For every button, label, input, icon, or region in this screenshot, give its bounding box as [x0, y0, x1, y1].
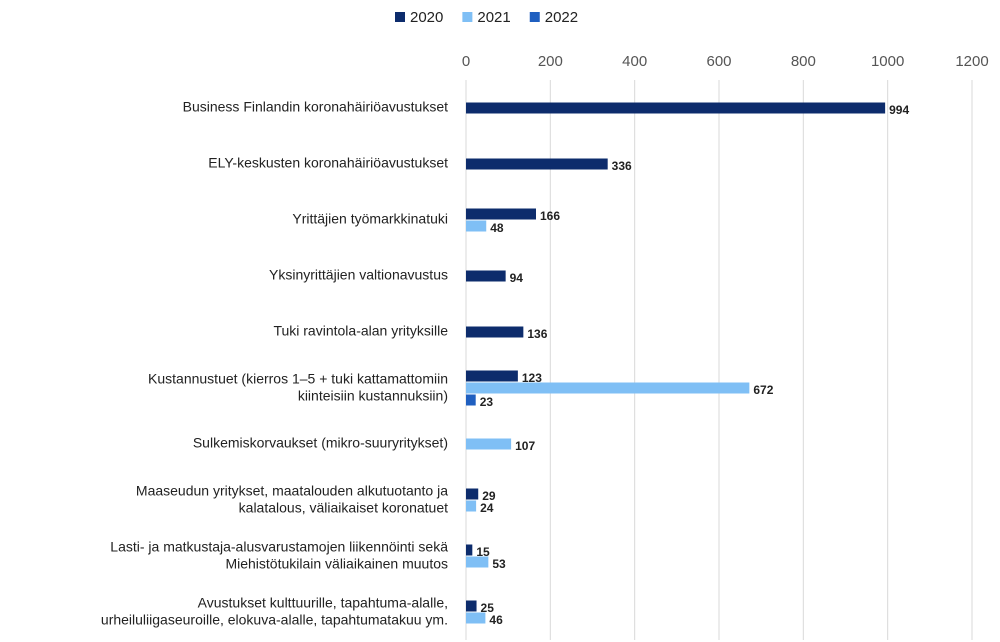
- legend-label: 2020: [410, 9, 443, 26]
- y-tick-label: Lasti- ja matkustaja-alusvarustamojen li…: [110, 538, 448, 571]
- legend-label: 2021: [477, 9, 510, 26]
- bar: [466, 326, 524, 338]
- value-label: 166: [540, 209, 560, 223]
- x-tick-label: 400: [622, 53, 647, 70]
- bar: [466, 208, 536, 220]
- bar: [466, 382, 750, 394]
- legend-label: 2022: [545, 9, 578, 26]
- value-label: 336: [612, 159, 632, 173]
- bar: [466, 270, 506, 282]
- bar: [466, 544, 473, 556]
- bar: [466, 158, 608, 170]
- bar: [466, 370, 518, 382]
- x-tick-label: 800: [791, 53, 816, 70]
- value-label: 994: [889, 103, 909, 117]
- legend-swatch: [395, 12, 405, 22]
- y-tick-label: ELY-keskusten koronahäiriöavustukset: [208, 155, 448, 171]
- x-tick-label: 1200: [955, 53, 988, 70]
- value-label: 107: [515, 439, 535, 453]
- value-label: 23: [480, 395, 494, 409]
- value-label: 48: [490, 221, 504, 235]
- bar: [466, 500, 477, 512]
- bar: [466, 438, 512, 450]
- value-label: 29: [482, 489, 496, 503]
- bar: [466, 102, 886, 114]
- legend-swatch: [462, 12, 473, 22]
- y-tick-label: Maaseudun yritykset, maatalouden alkutuo…: [136, 482, 448, 515]
- value-label: 94: [510, 271, 524, 285]
- value-label: 136: [527, 327, 547, 341]
- value-label: 672: [753, 383, 773, 397]
- value-label: 25: [481, 601, 495, 615]
- y-tick-label: Business Finlandin koronahäiriöavustukse…: [183, 99, 448, 115]
- value-label: 53: [492, 557, 506, 571]
- y-tick-label: Yksinyrittäjien valtionavustus: [269, 267, 448, 283]
- y-tick-label: Yrittäjien työmarkkinatuki: [292, 211, 448, 227]
- bar: [466, 556, 489, 568]
- bar: [466, 394, 476, 406]
- value-label: 46: [489, 613, 503, 627]
- value-label: 123: [522, 371, 542, 385]
- legend-swatch: [529, 12, 540, 22]
- x-tick-label: 200: [538, 53, 563, 70]
- y-tick-label: Avustukset kulttuurille, tapahtuma-alall…: [101, 594, 448, 627]
- value-label: 15: [476, 545, 490, 559]
- y-tick-label: Sulkemiskorvaukset (mikro-suuryritykset): [193, 435, 448, 451]
- value-label: 24: [480, 501, 494, 515]
- y-tick-label: Tuki ravintola-alan yrityksille: [273, 323, 448, 339]
- bar: [466, 488, 479, 500]
- bar: [466, 612, 486, 624]
- x-tick-label: 0: [462, 53, 470, 70]
- x-tick-label: 600: [706, 53, 731, 70]
- bar: [466, 600, 477, 612]
- x-tick-label: 1000: [871, 53, 904, 70]
- bar: [466, 220, 487, 232]
- y-tick-label: Kustannustuet (kierros 1–5 + tuki kattam…: [148, 370, 448, 403]
